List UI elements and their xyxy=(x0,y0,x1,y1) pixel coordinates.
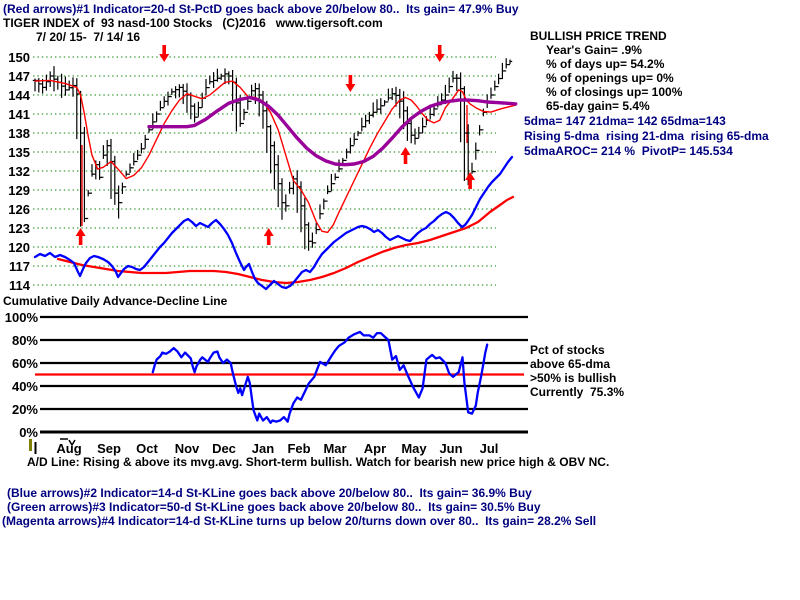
stat-closings-up: % of closings up= 100% xyxy=(546,85,683,99)
svg-text:Oct: Oct xyxy=(136,441,158,456)
svg-text:117: 117 xyxy=(9,259,30,274)
svg-text:80%: 80% xyxy=(12,333,38,348)
svg-text:126: 126 xyxy=(8,202,30,217)
svg-text:132: 132 xyxy=(8,164,30,179)
indicator2-caption: (Blue arrows)#2 Indicator=14-d St-KLine … xyxy=(7,486,532,500)
stat-days-up: % of days up= 54.2% xyxy=(546,57,665,71)
svg-text:114: 114 xyxy=(9,278,31,293)
trend-heading: BULLISH PRICE TREND xyxy=(530,29,667,43)
svg-text:Mar: Mar xyxy=(323,441,346,456)
stat-openings-up: % of openings up= 0% xyxy=(546,71,674,85)
side-note-4: Currently 75.3% xyxy=(530,385,625,399)
indicator4-caption: (Magenta arrows)#4 Indicator=14-d St-KLi… xyxy=(2,514,597,528)
svg-text:Aug: Aug xyxy=(56,441,81,456)
price-bars xyxy=(32,58,513,251)
stat-years-gain: Year's Gain= .9% xyxy=(546,43,642,57)
svg-text:138: 138 xyxy=(8,126,30,141)
svg-text:Jul: Jul xyxy=(480,441,499,456)
signal-lines xyxy=(81,105,468,226)
svg-text:Nov: Nov xyxy=(175,441,200,456)
ma-rising-line: Rising 5-dma rising 21-dma rising 65-dma xyxy=(524,129,769,143)
side-note-3: >50% is bullish xyxy=(530,371,617,385)
ad-line-footnote: A/D Line: Rising & above its mvg.avg. Sh… xyxy=(27,455,610,469)
svg-text:150: 150 xyxy=(8,50,30,65)
stat-65day-gain: 65-day gain= 5.4% xyxy=(546,99,650,113)
price-grid: 150 147 144 141 138 135 132 129 126 123 120 117 114 xyxy=(8,50,496,293)
svg-text:May: May xyxy=(401,441,427,456)
svg-text:40%: 40% xyxy=(12,379,38,394)
svg-text:Sep: Sep xyxy=(97,441,121,456)
svg-text:Feb: Feb xyxy=(287,441,310,456)
side-note-2: above 65-dma xyxy=(530,357,611,371)
ma-values-line: 5dma= 147 21dma= 142 65dma=143 xyxy=(524,114,726,128)
svg-text:123: 123 xyxy=(8,221,30,236)
svg-text:120: 120 xyxy=(8,240,30,255)
svg-text:147: 147 xyxy=(8,69,30,84)
lower-chart-title: Cumulative Daily Advance-Decline Line xyxy=(3,294,228,308)
x-axis: Aug Sep Oct Nov Dec Jan Feb Mar Apr May Jun Jul xyxy=(29,438,499,456)
ad-percent-chart: 100% 80% 60% 40% 20% 0% xyxy=(5,310,528,440)
page-title: TIGER INDEX of 93 nasd-100 Stocks (C)201… xyxy=(3,16,383,30)
svg-text:60%: 60% xyxy=(12,356,38,371)
svg-text:141: 141 xyxy=(8,107,30,122)
svg-text:0%: 0% xyxy=(19,425,38,440)
indicator3-caption: (Green arrows)#3 Indicator=50-d St-KLine… xyxy=(7,500,541,514)
ad-line-overlay xyxy=(33,155,515,291)
svg-text:Jun: Jun xyxy=(439,441,462,456)
svg-text:Dec: Dec xyxy=(212,441,236,456)
moving-averages xyxy=(34,79,518,234)
svg-text:100%: 100% xyxy=(5,310,39,325)
svg-text:144: 144 xyxy=(8,88,30,103)
svg-text:Jan: Jan xyxy=(252,441,274,456)
date-range: 7/ 20/ 15- 7/ 14/ 16 xyxy=(36,30,141,44)
indicator1-caption: (Red arrows)#1 Indicator=20-d St-PctD go… xyxy=(3,2,519,16)
aroc-pivot-line: 5dmaAROC= 214 % PivotP= 145.534 xyxy=(524,144,733,158)
svg-text:135: 135 xyxy=(8,145,30,160)
signal-arrows xyxy=(75,45,476,245)
svg-text:20%: 20% xyxy=(12,402,38,417)
svg-text:129: 129 xyxy=(8,183,30,198)
side-note-1: Pct of stocks xyxy=(530,343,605,357)
svg-text:Apr: Apr xyxy=(364,441,386,456)
